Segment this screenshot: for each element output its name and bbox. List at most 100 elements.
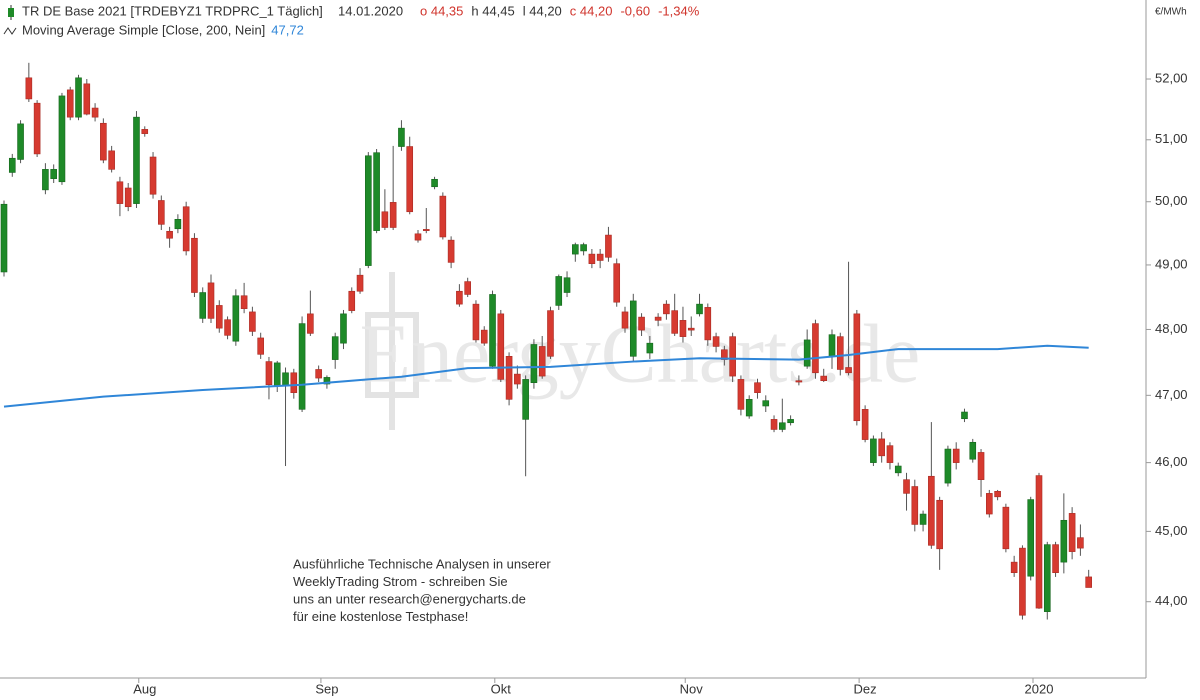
candle-body: [83, 83, 91, 115]
candle-body: [952, 448, 960, 463]
candle-body: [290, 372, 298, 393]
candle-body: [356, 274, 364, 292]
annotation: Ausführliche Technische Analysen in unse…: [293, 556, 551, 571]
legend-date: 14.01.2020: [338, 3, 403, 18]
candle-body: [928, 475, 935, 546]
candle-body: [787, 419, 794, 424]
candle-body: [240, 295, 248, 309]
candle-body: [803, 339, 811, 367]
candle-body: [398, 127, 405, 147]
candle-body: [853, 313, 861, 422]
candle-body: [17, 123, 24, 160]
candle-body: [323, 377, 331, 385]
candle-body: [249, 311, 256, 332]
candle-body: [472, 303, 480, 341]
candle-body: [745, 399, 753, 417]
candle-body: [133, 116, 140, 204]
candle-body: [1060, 519, 1068, 563]
candle-body: [480, 329, 488, 344]
candle-body: [158, 200, 165, 225]
candle-body: [414, 233, 422, 241]
candle-body: [638, 316, 645, 331]
candle-body: [762, 400, 770, 407]
candle-body: [679, 320, 687, 337]
candle-body: [1052, 544, 1059, 573]
annotation: WeeklyTrading Strom - schreiben Sie: [293, 574, 508, 589]
y-tick-label: 44,00: [1155, 593, 1188, 608]
candle-body: [489, 294, 496, 367]
candle-body: [348, 290, 356, 311]
legend-ma-name: Moving Average Simple [Close, 200, Nein]: [22, 22, 265, 37]
candle-body: [547, 310, 554, 357]
candle-body: [687, 327, 695, 331]
candle-body: [696, 303, 703, 315]
candle-body: [456, 290, 463, 305]
x-tick-label: Aug: [133, 681, 156, 696]
candle-body: [1010, 561, 1018, 573]
candle-body: [704, 307, 712, 341]
candle-body: [0, 203, 8, 273]
legend-quote: c 44,20: [570, 3, 613, 18]
candle-body: [215, 305, 223, 329]
legend-quote: -0,60: [620, 3, 650, 18]
candle-body: [886, 445, 894, 463]
candle-body: [33, 102, 41, 155]
candle-body: [373, 152, 380, 231]
candle-body: [870, 438, 877, 463]
candle-body: [572, 244, 579, 255]
y-tick-label: 49,00: [1155, 256, 1188, 271]
candle-body: [381, 211, 389, 228]
y-tick-label: 52,00: [1155, 70, 1188, 85]
y-tick-label: 46,00: [1155, 454, 1188, 469]
candle-body: [108, 150, 115, 170]
candle-body: [994, 491, 1001, 498]
candle-body: [273, 362, 281, 387]
candle-body: [986, 493, 993, 515]
candle-body: [298, 323, 306, 410]
unit-label: €/MWh: [1155, 7, 1187, 18]
candle-body: [116, 181, 124, 204]
candle-body: [961, 411, 968, 420]
candle-body: [911, 486, 919, 525]
moving-average-line: [3, 344, 1089, 408]
candle-body: [795, 380, 803, 383]
candle-body: [307, 313, 314, 334]
candle-body: [224, 319, 231, 336]
candle-body: [199, 292, 207, 319]
candle-body: [174, 219, 182, 230]
candle-body: [25, 77, 33, 100]
candle-body: [969, 441, 977, 460]
candle-body: [1019, 547, 1026, 616]
candle-body: [654, 316, 662, 321]
candle-body: [340, 313, 347, 344]
candle-body: [58, 95, 66, 183]
candle-body: [1035, 475, 1043, 609]
legend-quote: o 44,35: [420, 3, 463, 18]
candle-body: [588, 253, 596, 264]
y-tick-label: 47,00: [1155, 387, 1188, 402]
candle-body: [530, 344, 538, 384]
candle-body: [1085, 576, 1092, 588]
candle-body: [182, 206, 190, 252]
candle-body: [100, 122, 107, 161]
candle-body: [580, 244, 587, 252]
y-tick-label: 48,00: [1155, 321, 1188, 336]
candle-body: [191, 237, 198, 293]
candle-body: [505, 355, 513, 400]
candle-body: [91, 107, 99, 118]
candle-body: [538, 346, 546, 377]
candle-body: [828, 334, 836, 357]
candle-body: [613, 263, 621, 303]
legend-quote: h 44,45: [471, 3, 514, 18]
candle-body: [257, 337, 264, 355]
y-tick-label: 50,00: [1155, 193, 1188, 208]
annotation: uns an unter research@energycharts.de: [293, 591, 526, 606]
candle-body: [207, 282, 215, 319]
candle-body: [365, 155, 372, 266]
candle-body: [1068, 513, 1076, 552]
candle-body: [836, 336, 844, 370]
y-tick-label: 45,00: [1155, 523, 1188, 538]
candle-body: [141, 129, 149, 134]
candle-body: [406, 146, 414, 213]
